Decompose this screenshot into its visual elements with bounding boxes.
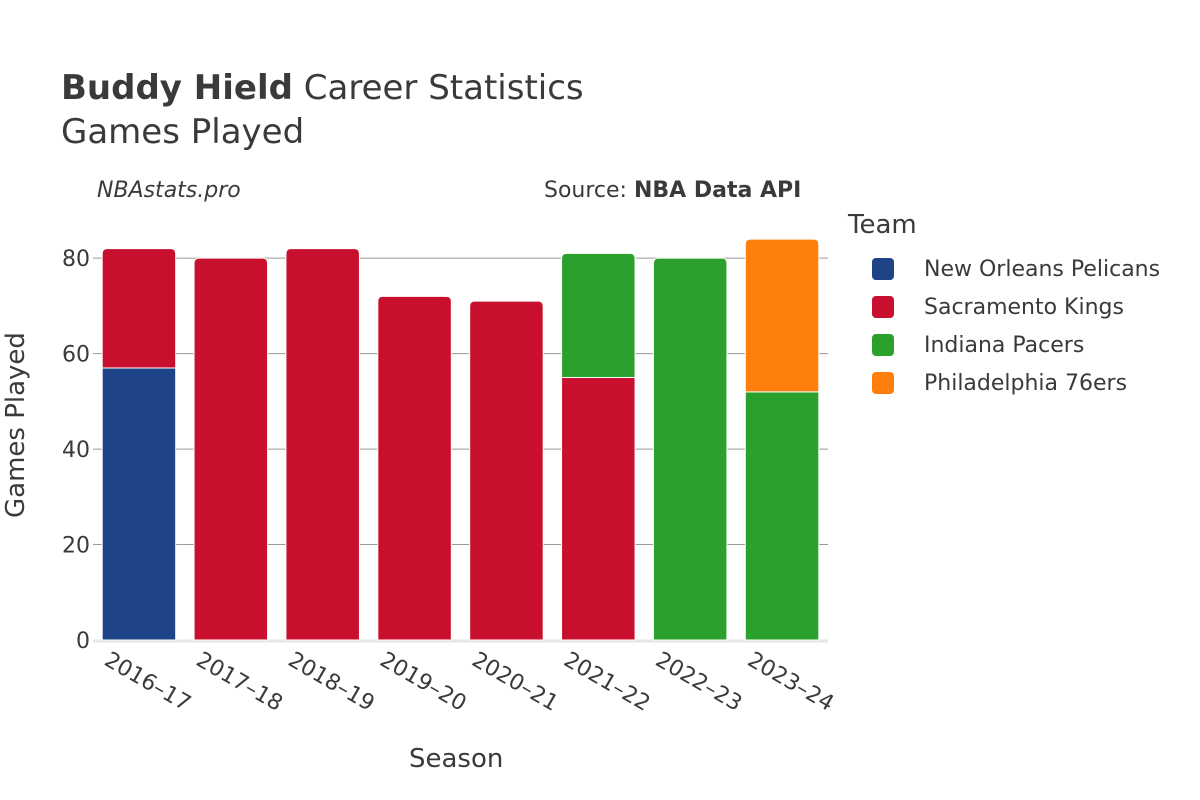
bar-segment [652, 257, 728, 641]
chart-title-rest: Career Statistics [292, 68, 584, 108]
legend-swatch [872, 258, 894, 280]
legend: Team New Orleans Pelicans Sacramento King… [848, 210, 1160, 402]
chart-subtitle: Games Played [61, 112, 305, 152]
legend-label: New Orleans Pelicans [924, 256, 1161, 282]
x-tick-label: 2018–19 [284, 648, 379, 717]
bar-segment [377, 295, 452, 641]
bar-segment [561, 252, 636, 378]
y-tick-label: 20 [62, 534, 90, 559]
legend-swatch [872, 372, 894, 394]
bar-segment [193, 257, 269, 641]
bar-segment [101, 367, 177, 641]
legend-swatch [872, 334, 894, 356]
y-tick-label: 0 [76, 629, 90, 654]
legend-items: New Orleans Pelicans Sacramento Kings Indi… [848, 250, 1160, 402]
legend-label: Sacramento Kings [924, 294, 1124, 320]
x-tick-label: 2017–18 [192, 648, 287, 717]
chart-title-player: Buddy Hield [61, 68, 293, 108]
x-tick-label: 2022–23 [651, 648, 746, 717]
legend-item[interactable]: New Orleans Pelicans [848, 250, 1160, 288]
y-tick-label: 60 [62, 343, 90, 368]
legend-item[interactable]: Sacramento Kings [848, 288, 1160, 326]
bar-segment [561, 377, 636, 641]
source-credit: Source: NBA Data API [544, 178, 801, 203]
y-tick-label: 80 [62, 247, 90, 272]
x-tick-label: 2019–20 [376, 648, 471, 717]
x-tick-label: 2016–17 [100, 648, 195, 717]
bar-segment [744, 391, 820, 641]
legend-label: Philadelphia 76ers [924, 370, 1128, 396]
legend-title: Team [848, 210, 917, 240]
chart-title: Buddy Hield Career Statistics [61, 68, 584, 108]
y-axis-title: Games Played [1, 332, 31, 518]
bar-segment [101, 248, 177, 369]
x-tick-label: 2021–22 [559, 648, 654, 717]
legend-swatch [872, 296, 894, 318]
bar-segment [469, 300, 544, 641]
x-axis-title: Season [409, 744, 504, 774]
y-tick-label: 40 [62, 438, 90, 463]
legend-item[interactable]: Philadelphia 76ers [848, 364, 1160, 402]
bar-segment [744, 238, 820, 393]
x-tick-label: 2023–24 [743, 648, 838, 717]
legend-item[interactable]: Indiana Pacers [848, 326, 1160, 364]
x-tick-label: 2020–21 [467, 648, 562, 717]
y-axis-title-wrap: Games Played [1, 234, 31, 518]
legend-label: Indiana Pacers [924, 332, 1085, 358]
source-prefix: Source: [544, 178, 634, 203]
source-name: NBA Data API [633, 178, 802, 203]
site-credit: NBAstats.pro [97, 178, 241, 203]
bar-segment [285, 248, 360, 641]
